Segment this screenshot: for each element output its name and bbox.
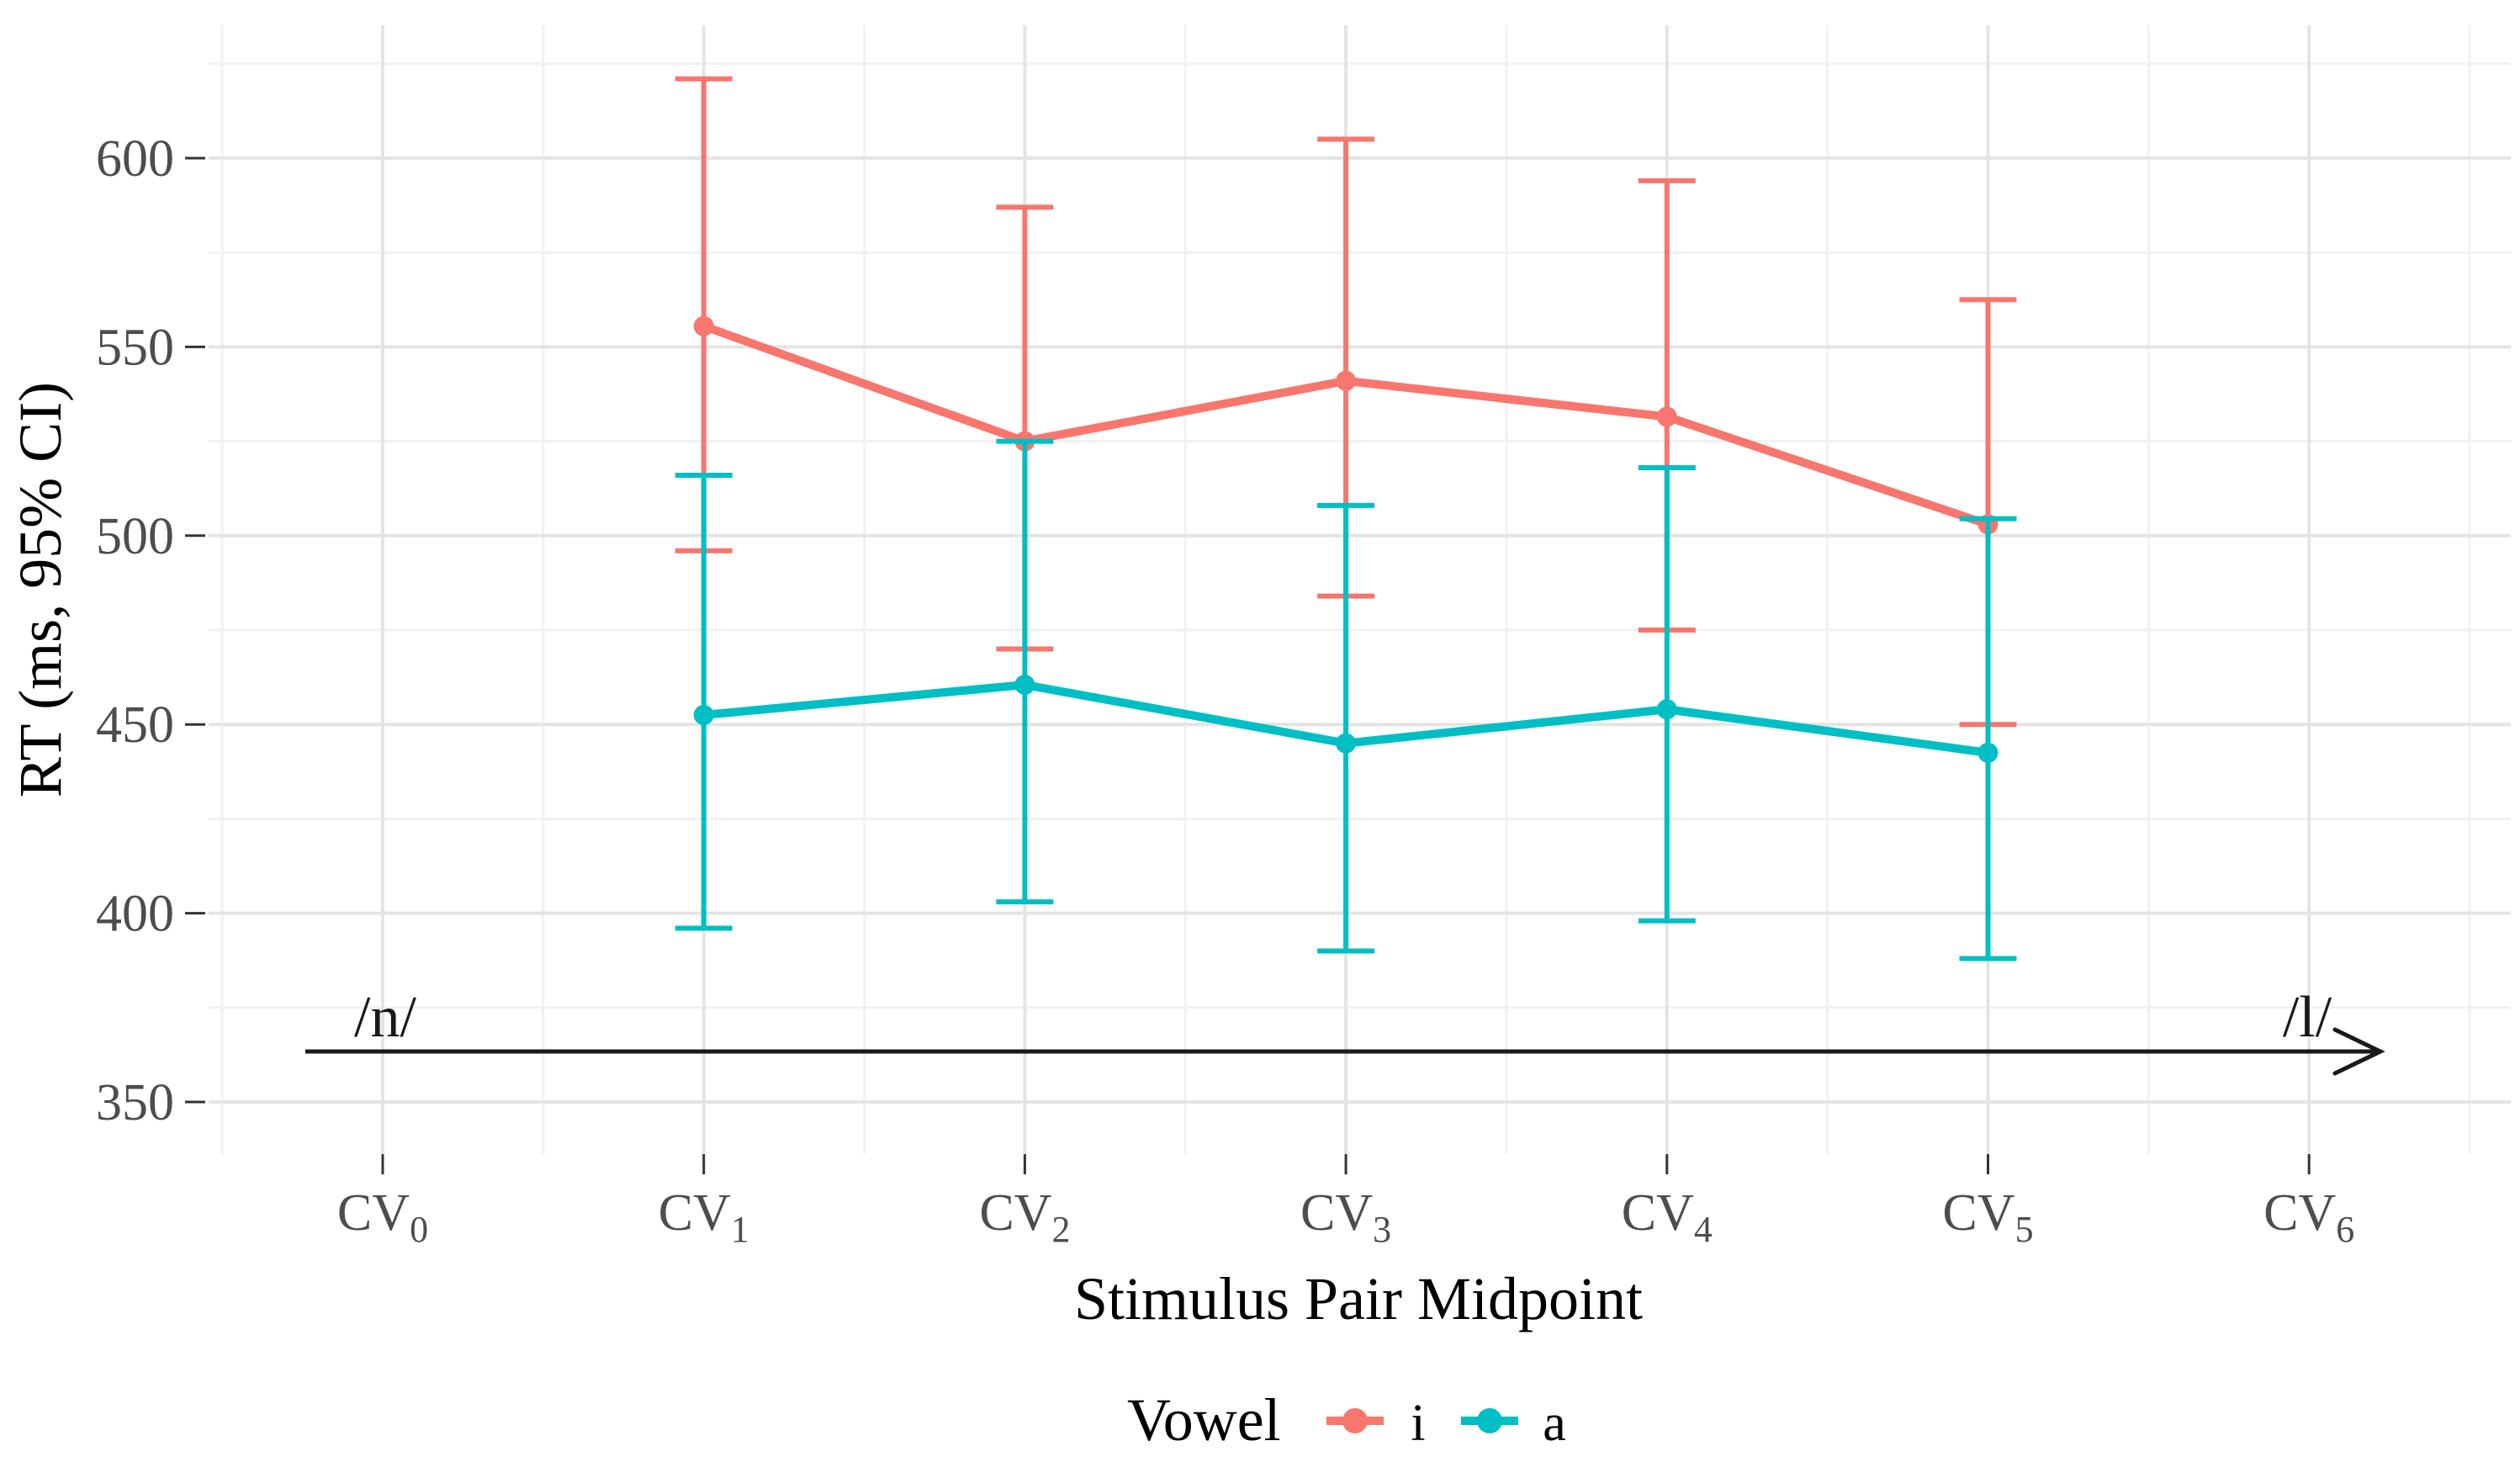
x-axis-title: Stimulus Pair Midpoint [1074,1265,1643,1332]
y-axis-title: RT (ms, 95% CI) [7,382,74,797]
y-tick-label: 450 [96,697,174,754]
data-point [1336,370,1357,391]
data-point [1336,733,1357,754]
legend-item-label: a [1543,1395,1566,1452]
continuum-arrow [305,1027,2385,1076]
gridlines-major [209,25,2511,1154]
x-tick-label: CV0 [337,1184,428,1250]
annotation-l-label: /l/ [2283,985,2332,1050]
tick-labels: 350 400 450 500 550 600 CV0 CV1 CV2 CV3 CV4 CV5 CV6 [96,130,2354,1250]
y-tick-label: 350 [96,1074,174,1131]
data-point [1656,699,1677,720]
y-tick-label: 500 [96,508,174,565]
y-tick-label: 550 [96,319,174,376]
legend-key-point-icon [1342,1408,1368,1433]
legend-title: Vowel [1127,1386,1281,1454]
y-tick-label: 600 [96,130,174,188]
x-tick-label: CV6 [2263,1184,2354,1250]
series-a [675,438,2017,961]
arrow-head-icon [2332,1027,2385,1076]
axis-ticks [185,156,2311,1174]
legend-key-point-icon [1477,1408,1502,1433]
x-tick-label: CV5 [1942,1184,2033,1250]
legend-item-a: a [1461,1395,1566,1452]
legend-item-i: i [1326,1395,1426,1452]
x-tick-label: CV1 [659,1184,749,1250]
data-point [693,704,714,725]
data-series [675,76,2017,961]
data-point [1656,406,1677,427]
annotation-n-label: /n/ [354,985,416,1050]
data-point [1014,675,1035,696]
data-point [1977,742,1999,763]
legend-item-label: i [1411,1395,1425,1452]
y-tick-label: 400 [96,886,174,943]
data-point [693,315,714,336]
x-tick-label: CV3 [1300,1184,1391,1250]
x-tick-label: CV2 [979,1184,1070,1250]
gridlines-minor [209,25,2511,1154]
x-tick-label: CV4 [1622,1184,1713,1250]
